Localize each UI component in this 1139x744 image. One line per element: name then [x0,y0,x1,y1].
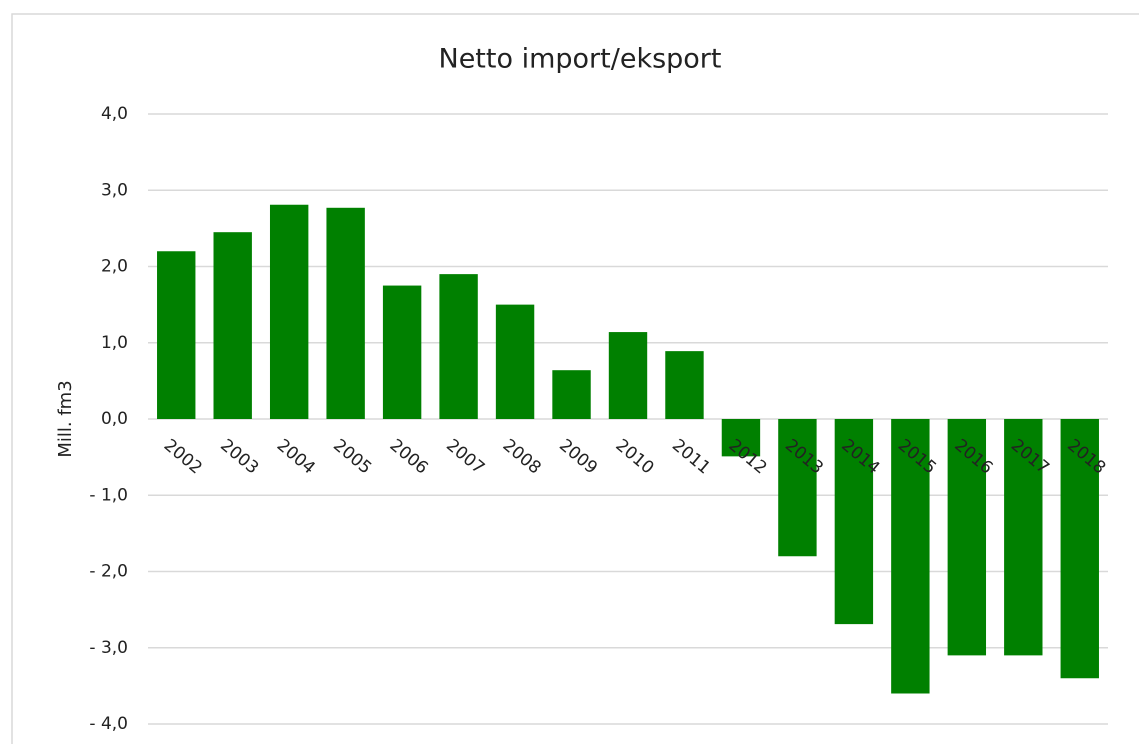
x-tick-label: 2002 [160,435,206,478]
chart-title: Netto import/eksport [439,44,722,75]
bar [947,419,987,656]
bar [439,274,478,419]
bar [834,419,874,625]
y-tick-label: 0,0 [101,409,128,429]
x-tick-label: 2009 [555,435,601,478]
y-tick-label: 4,0 [101,104,128,124]
x-tick-label: 2007 [442,435,488,478]
y-tick-label: - 4,0 [89,714,128,734]
y-tick-label: - 1,0 [89,485,128,505]
x-tick-label: 2008 [499,435,545,478]
bar [382,285,422,419]
bar [608,332,648,419]
chart-border [11,13,1139,744]
bar [495,304,535,419]
bar [1060,419,1099,679]
bar [213,232,252,419]
x-tick-label: 2003 [216,435,262,478]
bar [326,207,365,419]
bar [552,370,591,419]
bar [778,419,817,557]
y-tick-label: 3,0 [101,180,128,200]
bar [269,204,309,419]
bar [891,419,930,694]
x-tick-label: 2005 [329,435,375,478]
bar [665,351,704,419]
y-tick-label: 1,0 [101,333,128,353]
y-tick-label: - 3,0 [89,638,128,658]
bar [157,251,196,419]
x-tick-label: 2011 [668,435,714,478]
y-tick-label: 2,0 [101,257,128,277]
x-tick-label: 2004 [273,435,319,478]
y-axis-label: Mill. fm3 [55,380,76,457]
y-tick-label: - 2,0 [89,562,128,582]
x-tick-label: 2010 [612,435,658,478]
bar [721,419,761,457]
bar [1004,419,1043,656]
x-tick-label: 2006 [386,435,432,478]
